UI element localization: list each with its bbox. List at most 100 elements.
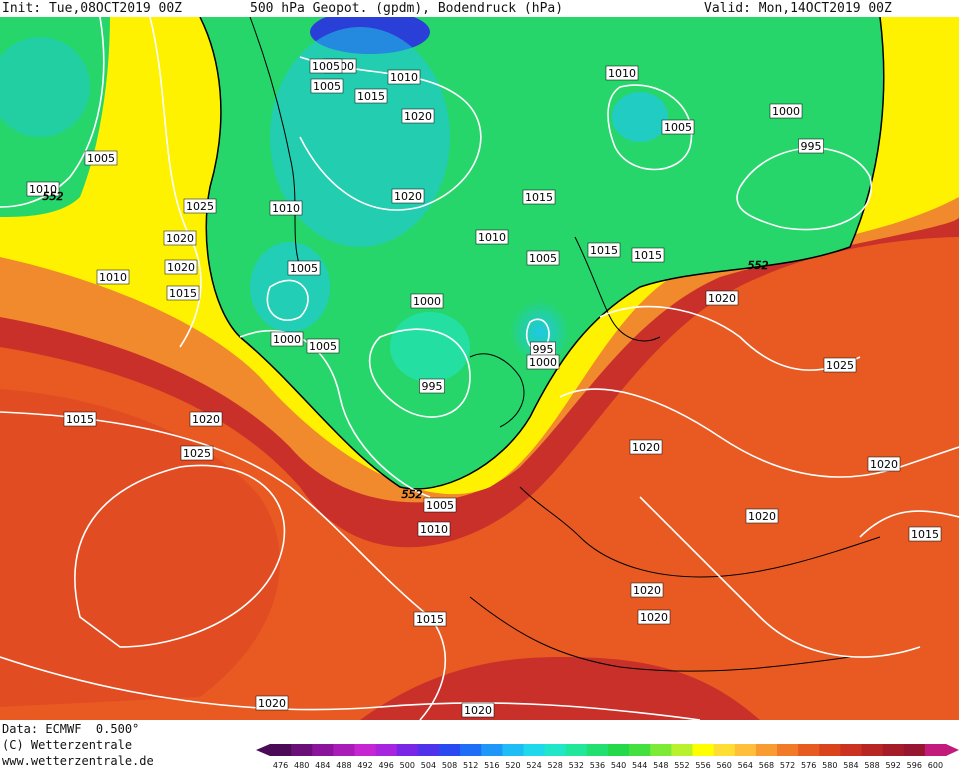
isobar-label: 1010 — [269, 200, 303, 216]
isobar-label: 1015 — [908, 526, 942, 542]
isobar-label: 1000 — [270, 331, 304, 347]
colorbar-swatch — [755, 744, 778, 756]
svg-text:1020: 1020 — [258, 697, 286, 710]
isobar-label: 1020 — [630, 582, 664, 598]
map-title: 500 hPa Geopot. (gpdm), Bodendruck (hPa) — [250, 1, 564, 16]
svg-text:1005: 1005 — [529, 252, 557, 265]
svg-text:1000: 1000 — [413, 295, 441, 308]
colorbar-label: 592 — [886, 761, 901, 770]
colorbar-swatch — [396, 744, 419, 756]
colorbar-swatch — [882, 744, 905, 756]
svg-text:1020: 1020 — [870, 458, 898, 471]
colorbar-swatch — [650, 744, 672, 756]
svg-text:995: 995 — [801, 140, 822, 153]
colorbar-label: 524 — [526, 761, 541, 770]
colorbar-label: 540 — [611, 761, 626, 770]
svg-text:1015: 1015 — [169, 287, 197, 300]
svg-text:1005: 1005 — [309, 340, 337, 353]
colorbar-label: 476 — [273, 761, 288, 770]
colorbar-swatch — [523, 744, 546, 756]
isobar-label: 1025 — [823, 357, 857, 373]
colorbar-label: 512 — [463, 761, 478, 770]
isobar-label: 1010 — [387, 69, 421, 85]
isobar-label: 1020 — [629, 439, 663, 455]
colorbar-label: 600 — [928, 761, 943, 770]
norway-low — [390, 312, 470, 382]
svg-text:1000: 1000 — [529, 356, 557, 369]
svg-text:1015: 1015 — [66, 413, 94, 426]
isobar-label: 1005 — [84, 150, 118, 166]
colorbar-swatch — [798, 744, 820, 756]
svg-text:1020: 1020 — [394, 190, 422, 203]
colorbar-label: 544 — [632, 761, 647, 770]
isobar-label: 1010 — [605, 65, 639, 81]
svg-text:1020: 1020 — [708, 292, 736, 305]
isobar-label: 1020 — [401, 108, 435, 124]
svg-text:1020: 1020 — [632, 441, 660, 454]
svg-text:1010: 1010 — [272, 202, 300, 215]
colorbar-label: 572 — [780, 761, 795, 770]
isobar-label: 1005 — [310, 78, 344, 94]
svg-text:1025: 1025 — [186, 200, 214, 213]
colorbar-label: 532 — [569, 761, 584, 770]
svg-text:1005: 1005 — [313, 80, 341, 93]
colorbar-swatch — [312, 744, 334, 756]
svg-text:1015: 1015 — [357, 90, 385, 103]
colorbar-swatch — [777, 744, 799, 756]
isobar-label: 1010 — [417, 521, 451, 537]
colorbar-swatch — [270, 744, 292, 756]
colorbar-label: 520 — [505, 761, 520, 770]
colorbar-swatch — [713, 744, 736, 756]
colorbar-label: 488 — [336, 761, 351, 770]
isobar-label: 1020 — [391, 188, 425, 204]
contour-552-label: 552 — [748, 259, 769, 272]
colorbar-label: 576 — [801, 761, 816, 770]
colorbar-swatch — [734, 744, 757, 756]
colorbar-swatch — [439, 744, 461, 756]
colorbar-label: 508 — [442, 761, 457, 770]
colorbar-swatch — [840, 744, 862, 756]
website: www.wetterzentrale.de — [2, 754, 154, 768]
colorbar-label: 516 — [484, 761, 499, 770]
colorbar-swatch — [608, 744, 630, 756]
isobar-label: 1005 — [306, 338, 340, 354]
isobar-label: 1015 — [354, 88, 388, 104]
colorbar-label: 588 — [864, 761, 879, 770]
colorbar-label: 496 — [379, 761, 394, 770]
isobar-label: 1015 — [631, 247, 665, 263]
isobars — [0, 17, 959, 720]
svg-text:1005: 1005 — [312, 60, 340, 73]
isobar-label: 1015 — [587, 242, 621, 258]
colorbar-swatch — [861, 744, 884, 756]
colorbar-swatch — [354, 744, 377, 756]
colorbar-label: 504 — [421, 761, 436, 770]
svg-text:995: 995 — [533, 343, 554, 356]
colorbar-label: 564 — [738, 761, 753, 770]
svg-text:1020: 1020 — [167, 261, 195, 274]
isobar-label: 1000 — [526, 354, 560, 370]
svg-text:1025: 1025 — [826, 359, 854, 372]
svg-text:995: 995 — [422, 380, 443, 393]
isobar-label: 1020 — [745, 508, 779, 524]
weather-map: 1000101010051015102010051010100510009951… — [0, 17, 959, 720]
valid-time: Valid: Mon,14OCT2019 00Z — [704, 1, 892, 16]
isobar-label: 1005 — [423, 497, 457, 513]
init-time: Init: Tue,08OCT2019 00Z — [2, 1, 183, 16]
svg-text:1005: 1005 — [664, 121, 692, 134]
colorbar-swatch — [903, 744, 926, 756]
svg-text:1000: 1000 — [772, 105, 800, 118]
colorbar-swatch — [544, 744, 567, 756]
isobar-label: 1005 — [526, 250, 560, 266]
svg-text:1020: 1020 — [464, 704, 492, 717]
isobar-label: 1005 — [661, 119, 695, 135]
svg-text:1015: 1015 — [590, 244, 618, 257]
colorbar-swatch — [481, 744, 503, 756]
colorbar-label: 552 — [674, 761, 689, 770]
isobar-label: 1020 — [163, 230, 197, 246]
colorbar-label: 556 — [695, 761, 710, 770]
colorbar-swatch — [671, 744, 693, 756]
isobar-label: 1020 — [705, 290, 739, 306]
colorbar-label: 480 — [294, 761, 309, 770]
colorbar-swatch — [924, 744, 947, 756]
isobar-label: 1015 — [522, 189, 556, 205]
